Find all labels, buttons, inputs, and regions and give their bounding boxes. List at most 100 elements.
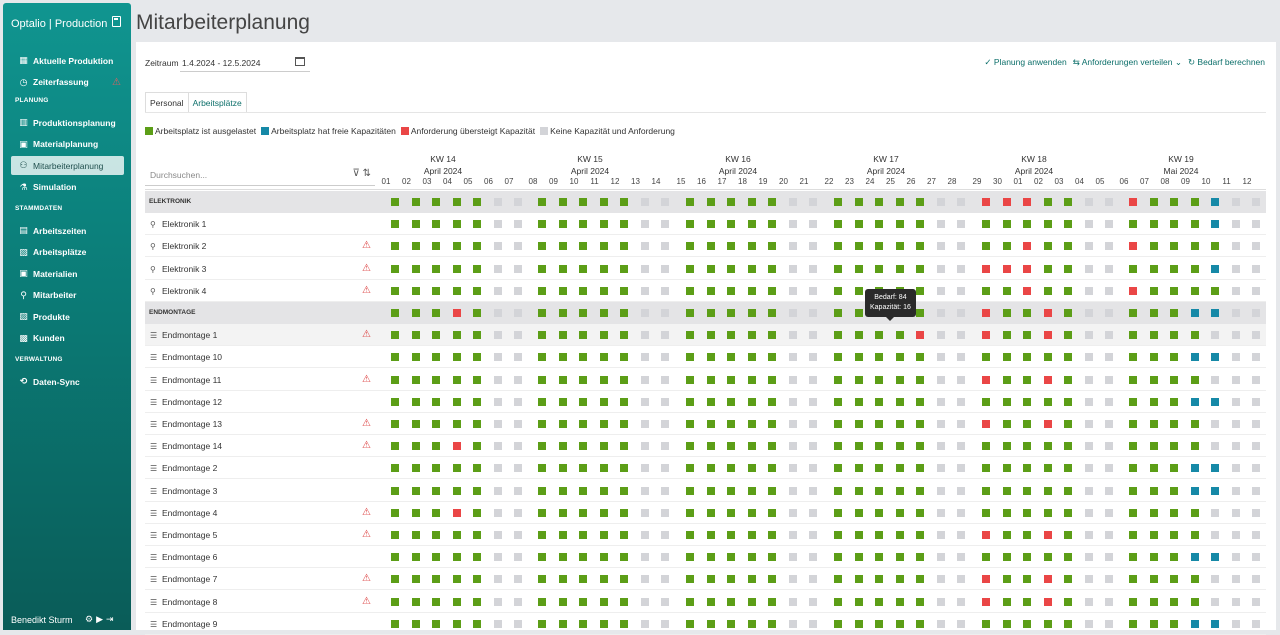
status-cell[interactable]	[411, 353, 420, 362]
status-cell[interactable]	[1149, 286, 1158, 295]
status-cell[interactable]	[1002, 486, 1011, 495]
status-cell[interactable]	[788, 309, 797, 317]
status-cell[interactable]	[895, 353, 904, 362]
status-cell[interactable]	[620, 198, 628, 206]
status-cell[interactable]	[1023, 264, 1031, 273]
status-cell[interactable]	[1252, 309, 1260, 317]
status-cell[interactable]	[1231, 442, 1240, 451]
status-cell[interactable]	[1170, 486, 1178, 495]
status-cell[interactable]	[1170, 286, 1178, 295]
status-cell[interactable]	[411, 619, 420, 628]
status-cell[interactable]	[706, 508, 715, 517]
period-input[interactable]: 1.4.2024 - 12.5.2024	[180, 52, 310, 72]
status-cell[interactable]	[1084, 442, 1093, 451]
status-cell[interactable]	[661, 619, 669, 628]
status-cell[interactable]	[620, 397, 628, 406]
status-cell[interactable]	[452, 464, 461, 473]
status-cell[interactable]	[1084, 420, 1093, 428]
status-cell[interactable]	[620, 375, 628, 384]
status-cell[interactable]	[432, 486, 440, 495]
status-cell[interactable]	[538, 198, 546, 206]
status-cell[interactable]	[1190, 531, 1199, 539]
status-cell[interactable]	[854, 353, 863, 362]
status-cell[interactable]	[686, 375, 694, 384]
status-cell[interactable]	[493, 597, 502, 606]
status-cell[interactable]	[661, 575, 669, 584]
status-cell[interactable]	[473, 553, 481, 562]
status-cell[interactable]	[1211, 198, 1219, 206]
status-cell[interactable]	[706, 286, 715, 295]
status-cell[interactable]	[706, 397, 715, 406]
status-cell[interactable]	[747, 397, 756, 406]
table-row[interactable]: ☰ Endmontage 9	[145, 613, 1266, 635]
status-cell[interactable]	[514, 309, 522, 317]
status-cell[interactable]	[579, 597, 587, 606]
status-cell[interactable]	[834, 198, 842, 206]
status-cell[interactable]	[1129, 486, 1137, 495]
status-cell[interactable]	[809, 442, 817, 451]
status-cell[interactable]	[411, 242, 420, 251]
status-cell[interactable]	[411, 575, 420, 584]
status-cell[interactable]	[493, 442, 502, 451]
status-cell[interactable]	[620, 442, 628, 451]
table-row[interactable]: ☰ Endmontage 13 ⚠	[145, 413, 1266, 435]
status-cell[interactable]	[1211, 464, 1219, 473]
status-cell[interactable]	[875, 575, 883, 584]
status-cell[interactable]	[432, 375, 440, 384]
status-cell[interactable]	[982, 331, 990, 340]
status-cell[interactable]	[1149, 242, 1158, 251]
status-cell[interactable]	[936, 242, 945, 251]
calendar-icon[interactable]	[295, 57, 305, 66]
status-cell[interactable]	[727, 420, 735, 428]
status-cell[interactable]	[1211, 375, 1219, 384]
status-cell[interactable]	[957, 531, 965, 539]
status-cell[interactable]	[640, 264, 649, 273]
status-cell[interactable]	[391, 286, 399, 295]
tab-personal[interactable]: Personal	[145, 92, 188, 113]
status-cell[interactable]	[1211, 264, 1219, 273]
status-cell[interactable]	[558, 286, 567, 295]
sidebar-item-mitarbeiter[interactable]: ⚲ Mitarbeiter	[11, 286, 124, 305]
status-cell[interactable]	[538, 220, 546, 229]
status-cell[interactable]	[957, 420, 965, 428]
status-cell[interactable]	[727, 531, 735, 539]
status-cell[interactable]	[1023, 242, 1031, 251]
status-cell[interactable]	[1129, 286, 1137, 295]
status-cell[interactable]	[432, 397, 440, 406]
status-cell[interactable]	[452, 397, 461, 406]
status-cell[interactable]	[432, 442, 440, 451]
status-cell[interactable]	[768, 353, 776, 362]
status-cell[interactable]	[1252, 575, 1260, 584]
status-cell[interactable]	[452, 286, 461, 295]
status-cell[interactable]	[661, 375, 669, 384]
status-cell[interactable]	[640, 531, 649, 539]
logout-icon[interactable]: ⇥	[106, 614, 117, 624]
status-cell[interactable]	[452, 619, 461, 628]
status-cell[interactable]	[809, 508, 817, 517]
status-cell[interactable]	[768, 420, 776, 428]
status-cell[interactable]	[1129, 531, 1137, 539]
status-cell[interactable]	[768, 375, 776, 384]
status-cell[interactable]	[493, 531, 502, 539]
status-cell[interactable]	[579, 331, 587, 340]
status-cell[interactable]	[391, 553, 399, 562]
status-cell[interactable]	[982, 309, 990, 317]
status-cell[interactable]	[1064, 508, 1072, 517]
status-cell[interactable]	[1002, 309, 1011, 317]
status-cell[interactable]	[432, 464, 440, 473]
status-cell[interactable]	[706, 242, 715, 251]
status-cell[interactable]	[875, 442, 883, 451]
status-cell[interactable]	[579, 553, 587, 562]
status-cell[interactable]	[854, 220, 863, 229]
status-cell[interactable]	[834, 597, 842, 606]
status-cell[interactable]	[727, 309, 735, 317]
status-cell[interactable]	[452, 531, 461, 539]
status-cell[interactable]	[916, 353, 924, 362]
distribute-requirements-button[interactable]: ⇆ Anforderungen verteilen ⌄	[1072, 57, 1182, 67]
status-cell[interactable]	[558, 508, 567, 517]
sidebar-item-kunden[interactable]: ▩ Kunden	[11, 329, 124, 348]
status-cell[interactable]	[834, 464, 842, 473]
status-cell[interactable]	[514, 264, 522, 273]
status-cell[interactable]	[1002, 464, 1011, 473]
status-cell[interactable]	[747, 486, 756, 495]
